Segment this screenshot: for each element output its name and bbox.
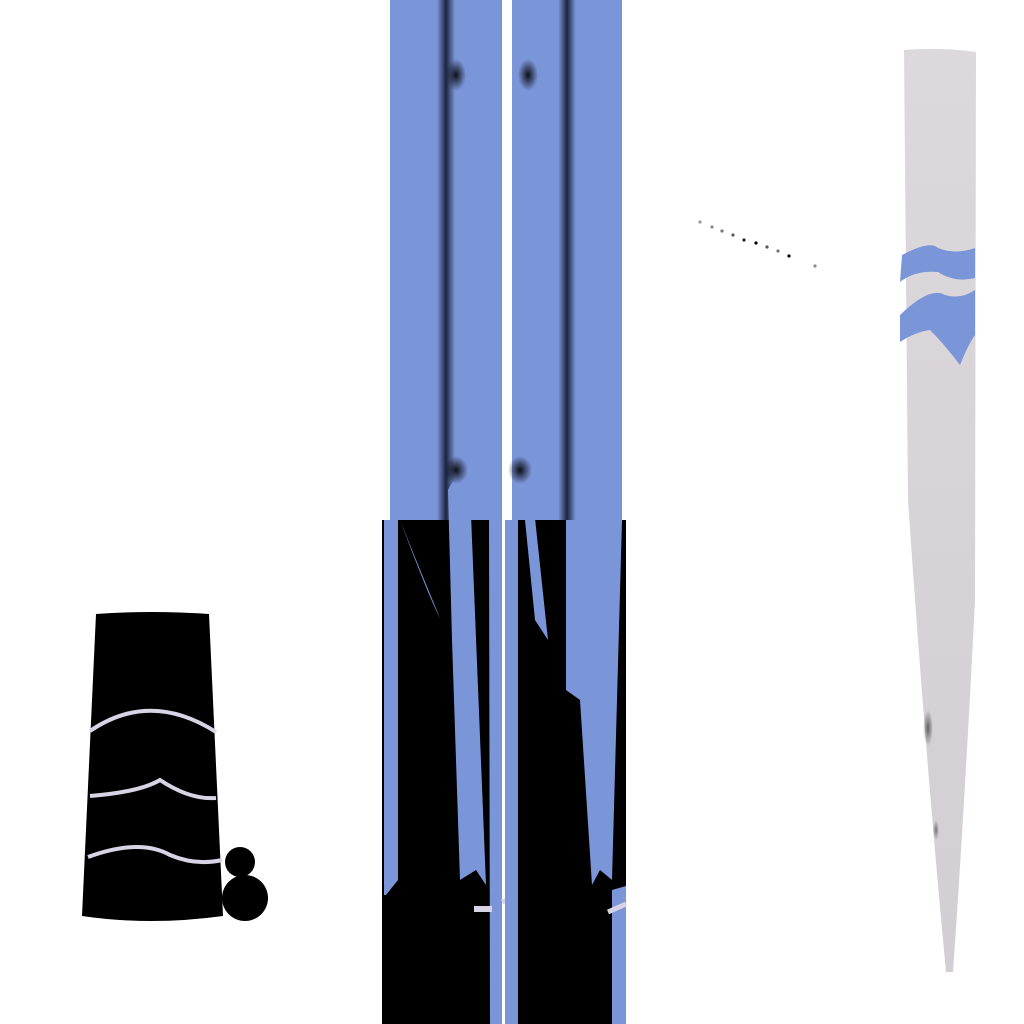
dotted-seam-line <box>698 220 817 268</box>
left-blue-leg-panel <box>382 0 525 1024</box>
gray-tapered-tail <box>900 48 976 972</box>
right-blue-leg-panel <box>505 0 628 1024</box>
black-sleeve-piece <box>82 612 223 921</box>
black-button-pair <box>222 847 268 921</box>
